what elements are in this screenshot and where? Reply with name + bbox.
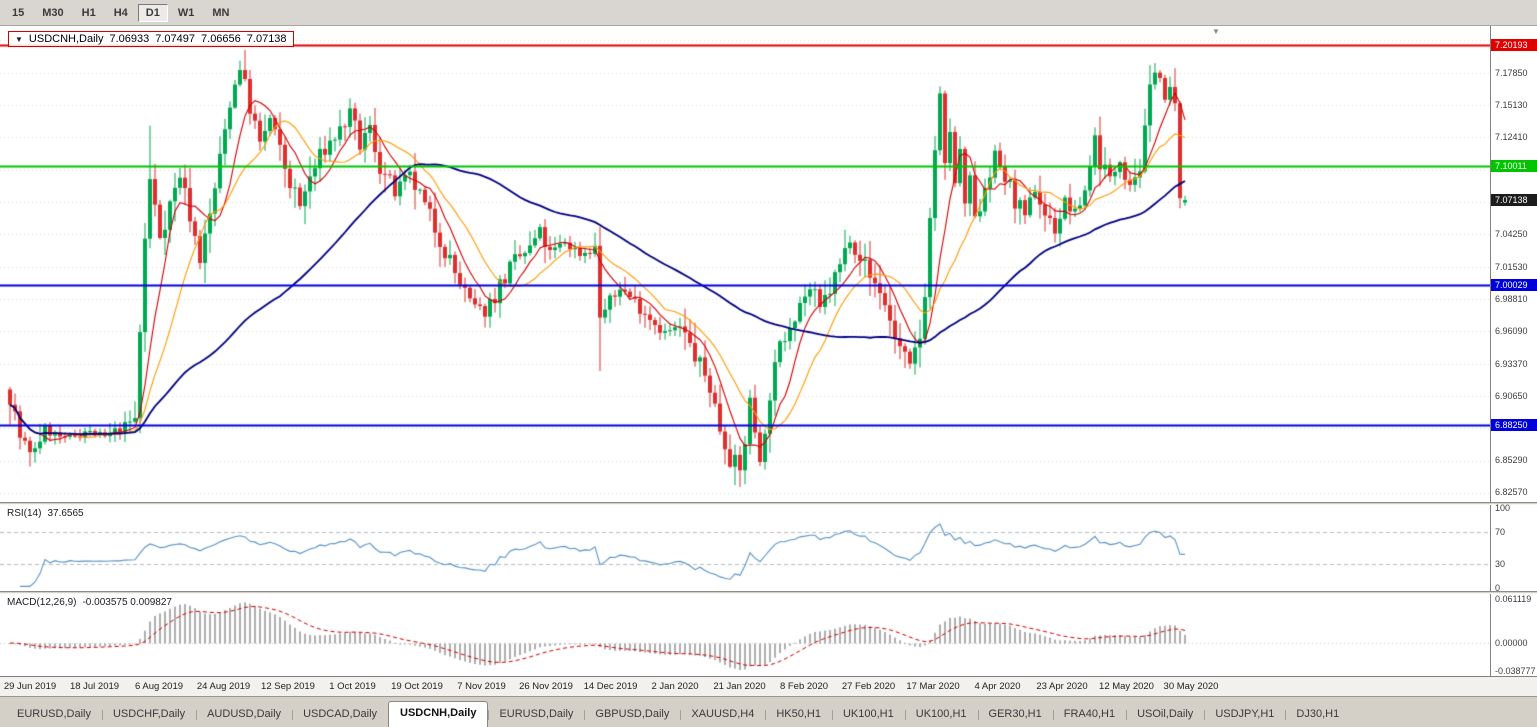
rsi-tick-label: 70 — [1495, 527, 1506, 537]
level-price-badge: 7.10011 — [1491, 159, 1537, 172]
date-label: 18 Jul 2019 — [69, 681, 120, 692]
date-label: 1 Oct 2019 — [329, 681, 376, 692]
chart-tab-UK100-H1[interactable]: UK100,H1 — [904, 703, 978, 727]
date-label: 14 Dec 2019 — [583, 681, 638, 692]
date-label: 29 Jun 2019 — [3, 681, 57, 692]
date-label: 12 May 2020 — [1099, 681, 1154, 692]
date-label: 8 Feb 2020 — [779, 681, 829, 692]
level-price-badge: 6.88250 — [1491, 418, 1537, 431]
macd-axis[interactable]: 0.061119 0.00000 -0.038777 — [1490, 594, 1537, 676]
macd-readout: MACD(12,26,9) -0.003575 0.009827 — [7, 597, 172, 608]
macd-values: -0.003575 0.009827 — [82, 597, 172, 608]
quote-close: 7.07138 — [246, 33, 287, 45]
price-tick-label: 6.93370 — [1495, 358, 1528, 369]
price-tick-label: 6.90650 — [1495, 391, 1528, 401]
timeframe-button-W1[interactable]: W1 — [177, 6, 195, 19]
date-label: 4 Apr 2020 — [974, 681, 1021, 692]
rsi-title: RSI(14) — [7, 508, 42, 519]
price-tick-label: 7.01530 — [1495, 261, 1528, 272]
chart-tab-XAUUSD-H4[interactable]: XAUUSD,H4 — [680, 703, 765, 727]
timeframe-button-M30[interactable]: M30 — [42, 6, 64, 19]
chart-tab-USOil-Daily[interactable]: USOil,Daily — [1126, 703, 1204, 727]
chart-tab-EURUSD-Daily[interactable]: EURUSD,Daily — [17, 708, 91, 720]
level-price-badge: 7.20193 — [1491, 38, 1537, 51]
price-axis[interactable]: 7.17850 7.15130 7.12410 7.04250 7.01530 6.988… — [1490, 26, 1537, 502]
timeframe-button-D1[interactable]: D1 — [137, 3, 168, 22]
chart-tab-EURUSD-Daily[interactable]: EURUSD,Daily — [488, 703, 584, 727]
date-label: 24 Aug 2019 — [196, 681, 251, 692]
chart-tab-HK50-H1[interactable]: HK50,H1 — [765, 703, 832, 727]
rsi-value: 37.6565 — [47, 508, 84, 519]
price-tick-label: 6.85290 — [1495, 454, 1528, 465]
quote-open: 7.06933 — [109, 33, 150, 45]
panel-splitter[interactable] — [0, 502, 1537, 505]
chart-tab-FRA40-H1[interactable]: FRA40,H1 — [1052, 703, 1126, 727]
date-label: 2 Jan 2020 — [651, 681, 699, 692]
chart-dropdown-icon[interactable]: ▼ — [15, 34, 23, 44]
rsi-readout: RSI(14) 37.6565 — [7, 508, 84, 519]
chart-tab-AUDUSD-Daily[interactable]: AUDUSD,Daily — [196, 703, 292, 727]
price-tick-label: 6.82570 — [1495, 487, 1528, 498]
price-chart-panel: ▼ USDCNH,Daily 7.06933 7.07497 7.06656 7… — [0, 26, 1537, 502]
chart-ohlc-header: ▼ USDCNH,Daily 7.06933 7.07497 7.06656 7… — [8, 31, 294, 47]
macd-tick-label: 0.00000 — [1495, 638, 1528, 649]
quote-high: 7.07497 — [155, 33, 196, 45]
rsi-chart-canvas[interactable] — [0, 505, 1490, 591]
level-price-badge: 7.00029 — [1491, 278, 1537, 291]
chart-tab-USDJPY-H1[interactable]: USDJPY,H1 — [1204, 703, 1285, 727]
quote-low: 7.06656 — [201, 33, 241, 45]
macd-tick-label: 0.061119 — [1495, 594, 1532, 604]
price-tick-label: 6.98810 — [1495, 294, 1528, 305]
rsi-axis[interactable]: 100 70 30 0 — [1490, 503, 1537, 593]
date-label: 30 May 2020 — [1163, 681, 1219, 692]
rsi-panel: RSI(14) 37.6565 100 70 30 0 — [0, 503, 1537, 593]
price-tick-label: 6.96090 — [1495, 326, 1528, 337]
price-tick-label: 7.12410 — [1495, 132, 1528, 143]
macd-panel: MACD(12,26,9) -0.003575 0.009827 0.06111… — [0, 594, 1537, 676]
rsi-tick-label: 0 — [1495, 583, 1501, 593]
date-label: 17 Mar 2020 — [906, 681, 960, 692]
chart-tab-UK100-H1[interactable]: UK100,H1 — [831, 703, 905, 727]
chart-tab-DJ30-H1[interactable]: DJ30,H1 — [1285, 703, 1350, 727]
chart-tab-USDCHF-Daily[interactable]: USDCHF,Daily — [101, 703, 196, 727]
macd-tick-label: -0.038777 — [1495, 666, 1536, 676]
chart-tab-USDCNH-Daily[interactable]: USDCNH,Daily — [388, 701, 489, 727]
date-label: 26 Nov 2019 — [519, 681, 573, 692]
chart-tab-bar: EURUSD,Daily USDCHF,Daily AUDUSD,Daily USDC… — [0, 696, 1537, 727]
date-label: 21 Jan 2020 — [713, 681, 766, 692]
timeframe-button-MN[interactable]: MN — [212, 6, 230, 19]
chart-tab-GBPUSD-Daily[interactable]: GBPUSD,Daily — [584, 703, 680, 727]
date-label: 23 Apr 2020 — [1036, 681, 1088, 692]
price-chart-canvas[interactable] — [0, 26, 1490, 502]
price-tick-label: 7.15130 — [1495, 100, 1528, 111]
macd-chart-canvas[interactable] — [0, 594, 1490, 676]
date-label: 7 Nov 2019 — [457, 681, 506, 692]
timeframe-button-15[interactable]: 15 — [12, 6, 25, 19]
macd-title: MACD(12,26,9) — [7, 597, 77, 608]
price-tick-label: 7.17850 — [1495, 67, 1528, 78]
price-tick-label: 7.04250 — [1495, 229, 1528, 240]
rsi-tick-label: 30 — [1495, 559, 1506, 569]
chart-symbol-label: USDCNH,Daily — [28, 33, 104, 45]
chart-shift-marker-icon[interactable]: ▼ — [1212, 27, 1220, 36]
chart-tab-GER30-H1[interactable]: GER30,H1 — [977, 703, 1053, 727]
date-label: 6 Aug 2019 — [134, 681, 184, 692]
date-axis[interactable]: 29 Jun 2019 18 Jul 2019 6 Aug 2019 24 Aug 2… — [0, 676, 1537, 696]
date-label: 27 Feb 2020 — [841, 681, 896, 692]
current-price-badge: 7.07138 — [1491, 194, 1537, 207]
chart-tab-USDCAD-Daily[interactable]: USDCAD,Daily — [292, 703, 388, 727]
date-label: 12 Sep 2019 — [261, 681, 315, 692]
timeframe-button-H4[interactable]: H4 — [113, 6, 128, 19]
rsi-tick-label: 100 — [1495, 503, 1511, 513]
timeframe-toolbar: 15 M30 H1 H4 D1 W1 MN — [0, 0, 1537, 26]
timeframe-button-H1[interactable]: H1 — [81, 6, 96, 19]
date-label: 19 Oct 2019 — [391, 681, 443, 692]
panel-splitter[interactable] — [0, 591, 1537, 594]
